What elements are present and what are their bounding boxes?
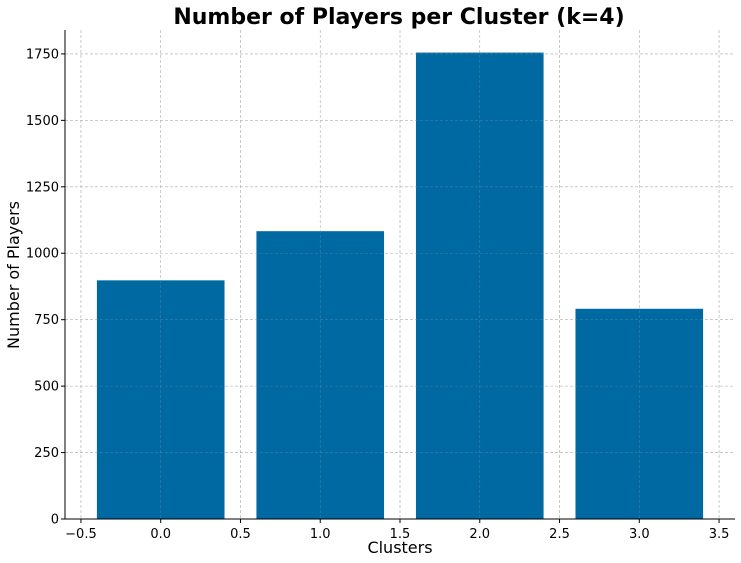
x-tick-label: 0.5: [230, 527, 251, 542]
y-axis-ticks: 0 250 500 750 1000 1250 1500 1750: [26, 47, 65, 528]
x-tick-label: 3.0: [629, 527, 650, 542]
y-tick-label: 250: [34, 446, 59, 461]
bars: [65, 30, 735, 520]
y-axis-label: Number of Players: [4, 201, 23, 349]
x-tick-label: 1.0: [310, 527, 331, 542]
x-tick-label: 2.5: [549, 527, 570, 542]
y-tick-label: 1500: [26, 114, 59, 129]
x-tick-label: 1.5: [390, 527, 411, 542]
chart-title: Number of Players per Cluster (k=4): [173, 5, 624, 30]
y-tick-label: 500: [34, 380, 59, 395]
y-tick-label: 1750: [26, 47, 59, 62]
bar-cluster-2: [415, 52, 544, 520]
y-tick-label: 0: [51, 513, 59, 528]
bar-cluster-1: [256, 231, 385, 520]
bar-cluster-3: [575, 308, 704, 519]
x-tick-label: −0.5: [65, 527, 97, 542]
y-tick-label: 1000: [26, 247, 59, 262]
x-axis-ticks: −0.5 0.0 0.5 1.0 1.5 2.0 2.5 3.0 3.5: [65, 519, 729, 542]
x-tick-label: 2.0: [469, 527, 490, 542]
bar-cluster-0: [96, 280, 225, 519]
x-axis-label: Clusters: [367, 538, 432, 557]
x-tick-label: 3.5: [709, 527, 730, 542]
y-tick-label: 1250: [26, 180, 59, 195]
y-tick-label: 750: [34, 313, 59, 328]
x-tick-label: 0.0: [150, 527, 171, 542]
